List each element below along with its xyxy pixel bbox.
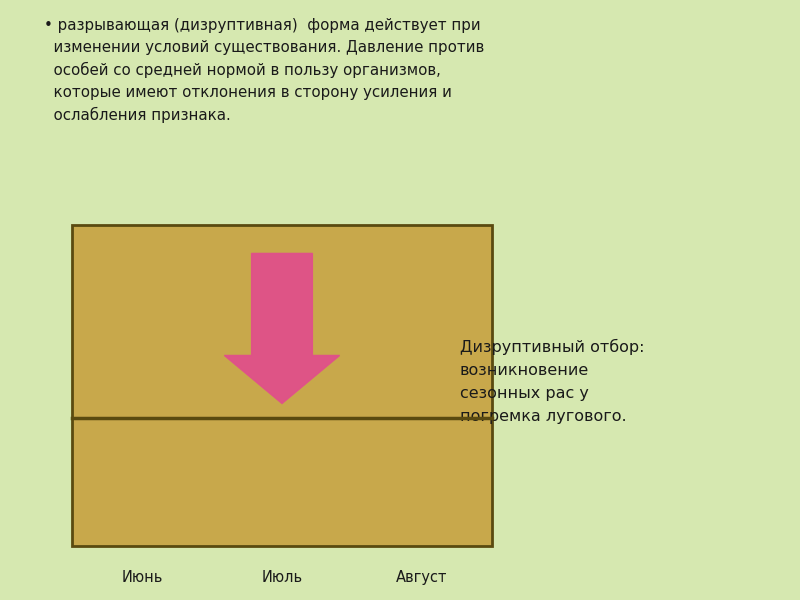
Text: Июль: Июль — [262, 570, 302, 585]
Polygon shape — [224, 253, 340, 403]
Text: покос: покос — [254, 254, 310, 272]
Text: Июнь: Июнь — [122, 570, 162, 585]
Text: • разрывающая (дизруптивная)  форма действует при
  изменении условий существова: • разрывающая (дизруптивная) форма дейст… — [44, 18, 484, 123]
Text: Дизруптивный отбор:
возникновение
сезонных рас у
погремка лугового.: Дизруптивный отбор: возникновение сезонн… — [460, 339, 645, 424]
Text: Август: Август — [396, 570, 448, 585]
